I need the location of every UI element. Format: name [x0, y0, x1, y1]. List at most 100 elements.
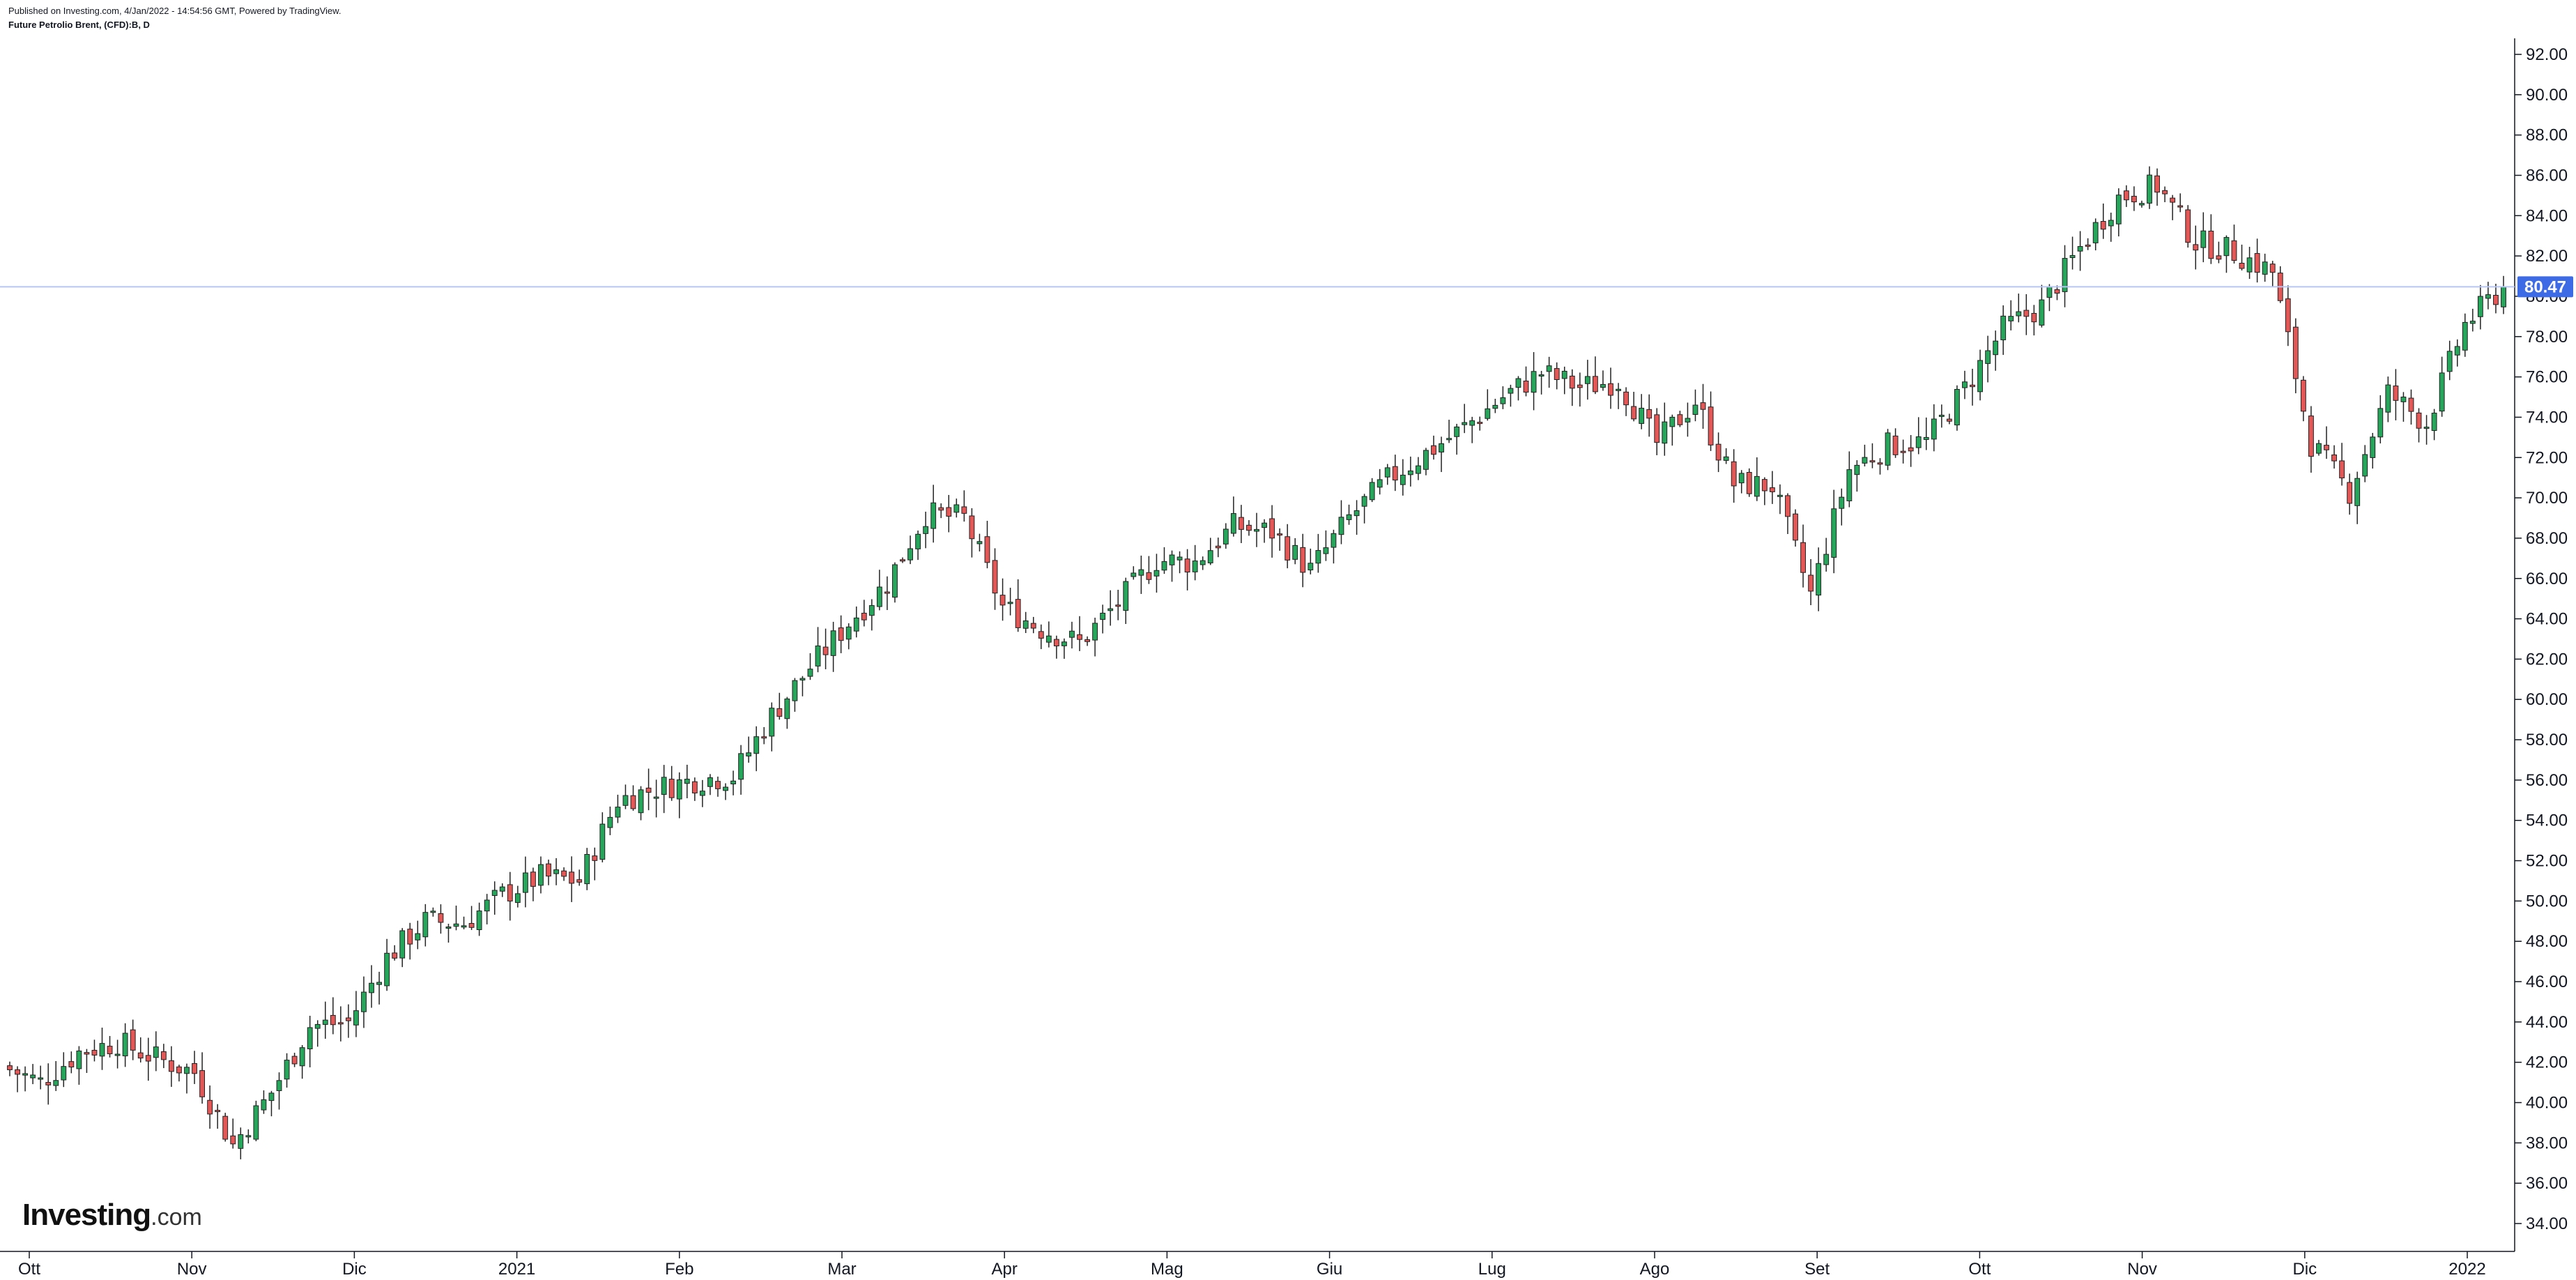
candle [1738, 470, 1745, 494]
candle-body-up [422, 912, 429, 938]
candle [668, 765, 675, 801]
candle [1785, 493, 1791, 534]
candle-body-up [2008, 316, 2014, 321]
candle-body-down [691, 781, 698, 793]
candle [114, 1039, 121, 1069]
candle-body-down [15, 1069, 20, 1075]
candle [622, 784, 629, 809]
candle [399, 928, 406, 968]
candle [1538, 370, 1544, 395]
candle-body-up [1685, 418, 1691, 422]
price-tick-label: 72.00 [2526, 448, 2568, 467]
price-axis[interactable]: 34.00 36.00 38.00 40.00 42.00 44.00 46.00 48.00… [2514, 38, 2568, 1251]
candle [799, 676, 806, 696]
candle [2416, 408, 2422, 443]
candle-body-up [476, 911, 482, 931]
candle [907, 535, 913, 565]
candle [961, 490, 967, 522]
candle-body-down [2208, 230, 2214, 259]
time-tick-label: Apr [992, 1260, 1018, 1279]
candle [2446, 340, 2453, 381]
candle [1354, 500, 1360, 535]
candle-body-up [384, 952, 390, 986]
candle [691, 777, 698, 801]
candle [322, 1001, 328, 1039]
candle [1215, 538, 1221, 558]
candle [1970, 368, 1975, 406]
time-tick-label: Mar [827, 1260, 856, 1279]
candle-body-down [668, 779, 675, 798]
candle-body-up [2039, 299, 2045, 326]
candle-body-down [1761, 479, 1768, 492]
candle [638, 786, 644, 821]
candle [1439, 436, 1444, 473]
candle [1431, 435, 1436, 460]
chart-header: Published on Investing.com, 4/Jan/2022 -… [8, 4, 341, 32]
candle-body-up [1777, 494, 1783, 497]
candle-body-up [1338, 517, 1344, 535]
candle-body-up [1153, 570, 1160, 577]
candle [1600, 370, 1606, 391]
candle [1885, 429, 1891, 471]
candle-body-up [2046, 286, 2053, 298]
candle-body-up [1377, 479, 1383, 488]
candle-body-up [738, 753, 744, 780]
candle [1392, 455, 1398, 492]
candle-body-up [1161, 561, 1167, 571]
candle-body-down [1970, 384, 1975, 388]
time-axis[interactable]: Ott Nov Dic 2021 Feb Mar Apr Mag Giu Lug Ago Set Ott… [0, 1251, 2515, 1279]
candle [1946, 413, 1952, 425]
candle-body-down [1269, 518, 1275, 539]
candle-body-down [68, 1061, 75, 1067]
candles-layer [7, 166, 2506, 1159]
candle-body-down [2170, 197, 2176, 203]
candle-body-down [1708, 406, 1714, 445]
candle-body-up [1669, 416, 1676, 427]
candle [291, 1053, 298, 1067]
candle-body-up [653, 796, 659, 799]
candle [376, 971, 382, 1005]
candle [2177, 193, 2184, 213]
candle [1176, 551, 1183, 574]
logo-brand: Investing [22, 1198, 151, 1232]
candle [1577, 372, 1583, 407]
candle-body-up [114, 1053, 121, 1056]
candle [1677, 411, 1683, 427]
time-tick-label: Ott [18, 1260, 40, 1279]
candle-body-up [1561, 370, 1567, 379]
candle [1769, 471, 1775, 504]
price-tick-label: 60.00 [2526, 690, 2568, 709]
candle-body-up [2077, 246, 2083, 252]
candle-body-up [1107, 608, 1114, 611]
candle [999, 578, 1006, 621]
candle [1877, 458, 1883, 475]
candle-body-up [2501, 286, 2506, 307]
candle [276, 1072, 282, 1110]
candle-body-down [630, 795, 636, 809]
candle-body-up [1692, 404, 1699, 416]
candle [1292, 538, 1298, 565]
candle-body-down [1677, 414, 1683, 425]
candle [2370, 432, 2376, 469]
candle [2223, 235, 2230, 273]
candle-body-up [1199, 560, 1206, 565]
candle-body-down [946, 507, 952, 517]
price-tick-label: 78.00 [2526, 328, 2568, 346]
last-price-label: 80.47 [2524, 277, 2566, 296]
candle-body-down [645, 787, 652, 793]
candle [491, 881, 498, 915]
candle-body-up [615, 807, 621, 818]
candle [2439, 356, 2445, 417]
candle-body-down [1184, 558, 1190, 573]
candle-body-up [99, 1043, 105, 1057]
candle-body-down [776, 708, 783, 717]
candle [122, 1023, 128, 1067]
candle-body-up [2362, 454, 2368, 477]
candle-body-down [961, 506, 967, 514]
candle-body-down [1146, 572, 1152, 580]
candle-body-up [923, 526, 929, 534]
candle-body-down [2331, 454, 2337, 462]
candle [261, 1090, 267, 1114]
candle-body-up [430, 911, 436, 913]
